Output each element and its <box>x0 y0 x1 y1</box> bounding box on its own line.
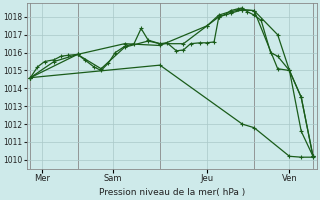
X-axis label: Pression niveau de la mer( hPa ): Pression niveau de la mer( hPa ) <box>99 188 245 197</box>
